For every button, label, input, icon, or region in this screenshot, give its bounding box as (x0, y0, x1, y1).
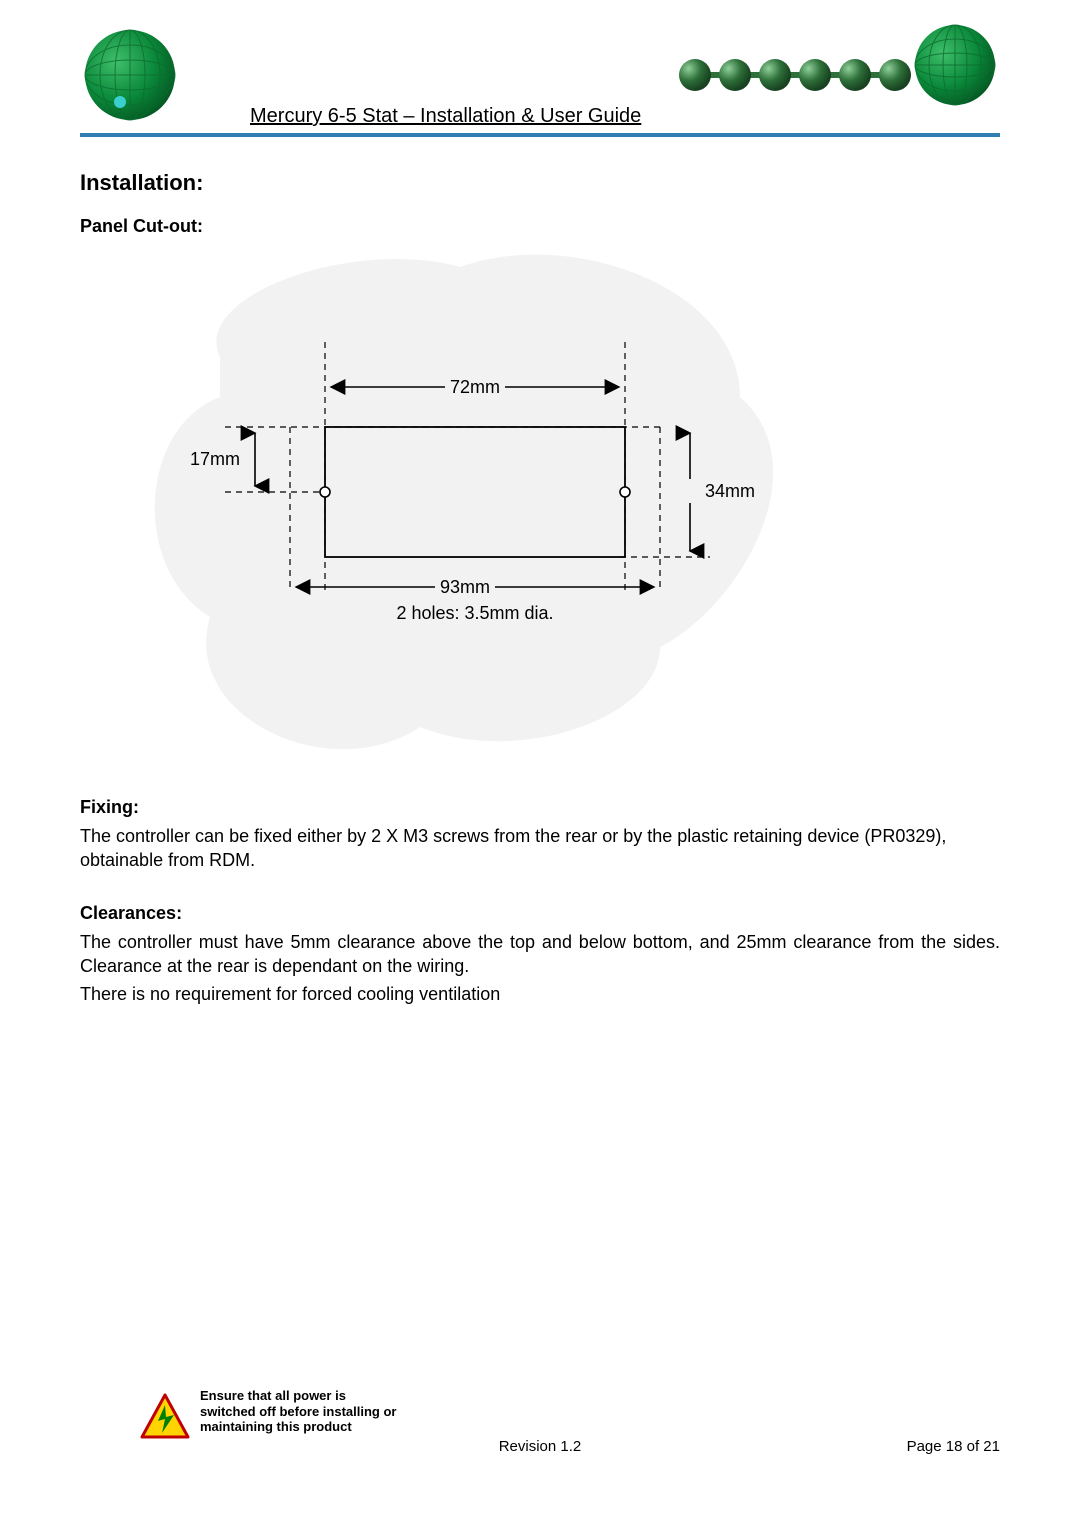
warning-text: Ensure that all power is switched off be… (200, 1388, 400, 1435)
page-footer: Ensure that all power is switched off be… (80, 1378, 1000, 1468)
dim-34mm: 34mm (705, 481, 755, 501)
sphere-chain-icon (675, 45, 915, 110)
globe-right-icon (910, 20, 1000, 115)
page-title: Mercury 6-5 Stat – Installation & User G… (250, 105, 641, 128)
header-rule (80, 133, 1000, 137)
mounting-hole-right (620, 487, 630, 497)
footer-page-number: Page 18 of 21 (907, 1438, 1000, 1455)
heading-fixing: Fixing: (80, 797, 1000, 818)
heading-installation: Installation: (80, 170, 1000, 196)
panel-cutout-diagram: 72mm 17mm 34mm 93mm 2 holes: 3.5mm dia. (100, 247, 800, 767)
heading-panel-cut-out: Panel Cut-out: (80, 216, 1000, 237)
heading-clearances: Clearances: (80, 903, 1000, 924)
page-header: Mercury 6-5 Stat – Installation & User G… (80, 20, 1000, 135)
dim-93mm: 93mm (440, 577, 490, 597)
text-clearances-1: The controller must have 5mm clearance a… (80, 930, 1000, 979)
globe-left-icon (80, 20, 180, 135)
dim-17mm: 17mm (190, 449, 240, 469)
text-fixing: The controller can be fixed either by 2 … (80, 824, 1000, 873)
mounting-hole-left (320, 487, 330, 497)
text-clearances-2: There is no requirement for forced cooli… (80, 982, 1000, 1006)
dim-72mm: 72mm (450, 377, 500, 397)
holes-note: 2 holes: 3.5mm dia. (396, 603, 553, 623)
footer-revision: Revision 1.2 (80, 1438, 1000, 1455)
